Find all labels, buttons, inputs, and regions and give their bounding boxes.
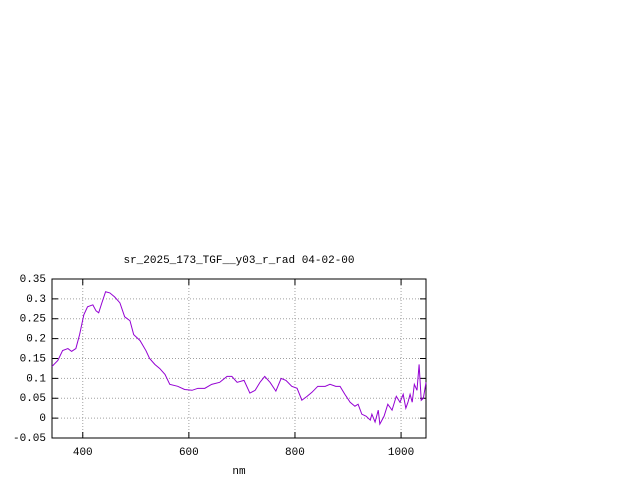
- y-tick-label: 0.2: [26, 334, 46, 346]
- x-tick-label: 600: [179, 447, 199, 459]
- y-tick-label: 0.1: [26, 373, 46, 385]
- plot-border: [51, 278, 427, 439]
- x-tick-label: 400: [73, 447, 93, 459]
- x-axis-label: nm: [232, 466, 246, 478]
- y-tick-label: -0.05: [13, 433, 46, 445]
- y-tick-label: 0.15: [20, 353, 46, 365]
- y-tick-label: 0.3: [26, 294, 46, 306]
- x-tick-label: 800: [285, 447, 305, 459]
- y-tick-label: 0: [39, 413, 46, 425]
- y-tick-label: 0.35: [20, 274, 46, 286]
- data-line: [51, 291, 427, 426]
- x-tick-label: 1000: [388, 447, 414, 459]
- y-tick-label: 0.25: [20, 314, 46, 326]
- chart-title: sr_2025_173_TGF__y03_r_rad 04-02-00: [123, 255, 354, 267]
- y-tick-label: 0.05: [20, 393, 46, 405]
